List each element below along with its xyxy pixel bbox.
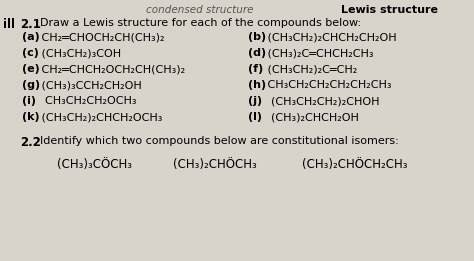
Text: condensed structure: condensed structure (146, 5, 254, 15)
Text: ill: ill (3, 18, 15, 31)
Text: CH₃CH₂CH₂CH₂CH₂CH₃: CH₃CH₂CH₂CH₂CH₂CH₃ (264, 80, 392, 90)
Text: Lewis structure: Lewis structure (341, 5, 438, 15)
Text: (CH₃)₃CCH₂CH₂OH: (CH₃)₃CCH₂CH₂OH (38, 80, 142, 90)
Text: (CH₃CH₂)₂CHCH₂CH₂OH: (CH₃CH₂)₂CHCH₂CH₂OH (264, 32, 397, 42)
Text: CH₃CH₂CH₂OCH₃: CH₃CH₂CH₂OCH₃ (38, 96, 137, 106)
Text: (i): (i) (22, 96, 36, 106)
Text: (CH₃CH₂CH₂)₂CHOH: (CH₃CH₂CH₂)₂CHOH (264, 96, 380, 106)
Text: (CH₃CH₂)₂C═CH₂: (CH₃CH₂)₂C═CH₂ (264, 64, 357, 74)
Text: CH₂═CHCH₂OCH₂CH(CH₃)₂: CH₂═CHCH₂OCH₂CH(CH₃)₂ (38, 64, 185, 74)
Text: (CH₃)₂C═CHCH₂CH₃: (CH₃)₂C═CHCH₂CH₃ (264, 48, 374, 58)
Text: (k): (k) (22, 112, 40, 122)
Text: (CH₃)₂CHCH₂OH: (CH₃)₂CHCH₂OH (264, 112, 359, 122)
Text: (h): (h) (248, 80, 266, 90)
Text: (c): (c) (22, 48, 39, 58)
Text: (g): (g) (22, 80, 40, 90)
Text: (j): (j) (248, 96, 262, 106)
Text: Draw a Lewis structure for each of the compounds below:: Draw a Lewis structure for each of the c… (40, 18, 361, 28)
Text: (e): (e) (22, 64, 40, 74)
Text: (CH₃)₂CHÖCH₂CH₃: (CH₃)₂CHÖCH₂CH₃ (302, 158, 408, 171)
Text: 2.2: 2.2 (20, 136, 41, 149)
Text: CH₂═CHOCH₂CH(CH₃)₂: CH₂═CHOCH₂CH(CH₃)₂ (38, 32, 164, 42)
Text: (CH₃CH₂)₂CHCH₂OCH₃: (CH₃CH₂)₂CHCH₂OCH₃ (38, 112, 163, 122)
Text: (l): (l) (248, 112, 262, 122)
Text: (b): (b) (248, 32, 266, 42)
Text: (f): (f) (248, 64, 263, 74)
Text: Identify which two compounds below are constitutional isomers:: Identify which two compounds below are c… (40, 136, 399, 146)
Text: (CH₃)₂CHÖCH₃: (CH₃)₂CHÖCH₃ (173, 158, 257, 171)
Text: (CH₃)₃CÖCH₃: (CH₃)₃CÖCH₃ (57, 158, 133, 171)
Text: (CH₃CH₂)₃COH: (CH₃CH₂)₃COH (38, 48, 121, 58)
Text: (d): (d) (248, 48, 266, 58)
Text: (a): (a) (22, 32, 40, 42)
Text: 2.1: 2.1 (20, 18, 41, 31)
